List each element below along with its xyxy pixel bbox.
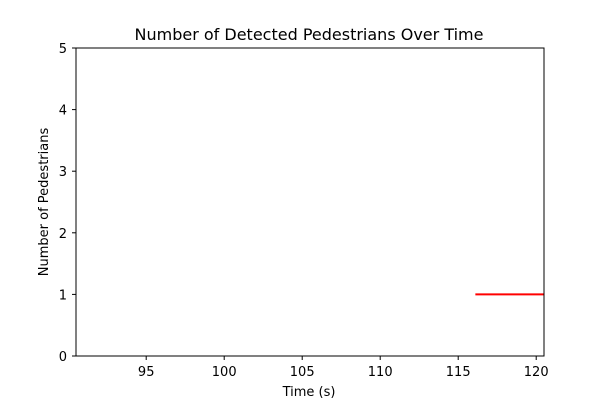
chart-title: Number of Detected Pedestrians Over Time xyxy=(135,25,484,44)
x-axis-label: Time (s) xyxy=(282,385,336,400)
x-tick-label: 110 xyxy=(368,365,393,380)
x-tick-label: 115 xyxy=(446,365,471,380)
x-tick-label: 120 xyxy=(524,365,549,380)
y-tick-label: 1 xyxy=(59,288,67,303)
y-tick-label: 2 xyxy=(59,227,67,242)
y-tick-label: 3 xyxy=(59,165,67,180)
x-axis-ticks: 95 100 105 110 115 120 xyxy=(138,356,549,380)
plot-area xyxy=(75,47,545,357)
x-tick-label: 95 xyxy=(138,365,155,380)
y-tick-label: 4 xyxy=(59,104,67,119)
x-tick-label: 100 xyxy=(212,365,237,380)
x-tick-label: 105 xyxy=(290,365,315,380)
y-axis-ticks: 0 1 2 3 4 5 xyxy=(59,42,76,365)
y-tick-label: 0 xyxy=(59,350,67,365)
y-axis-label: Number of Pedestrians xyxy=(37,128,52,277)
y-tick-label: 5 xyxy=(59,42,67,57)
plot-frame xyxy=(75,47,545,357)
